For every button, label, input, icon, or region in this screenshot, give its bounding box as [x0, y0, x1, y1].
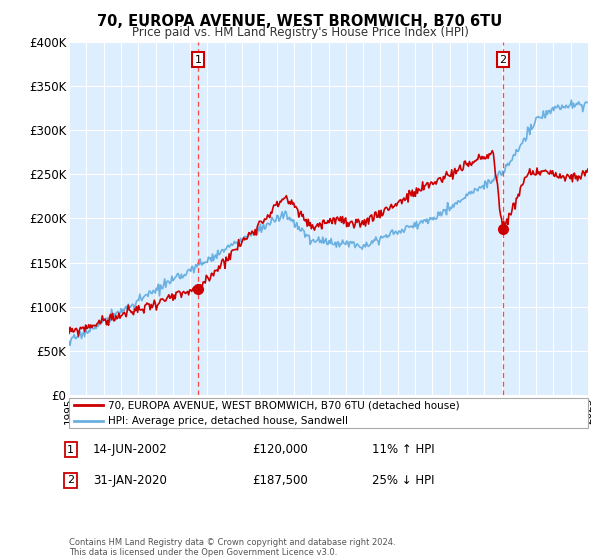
Text: £187,500: £187,500	[252, 474, 308, 487]
Text: 1: 1	[67, 445, 74, 455]
Text: HPI: Average price, detached house, Sandwell: HPI: Average price, detached house, Sand…	[108, 416, 348, 426]
Text: 70, EUROPA AVENUE, WEST BROMWICH, B70 6TU: 70, EUROPA AVENUE, WEST BROMWICH, B70 6T…	[97, 14, 503, 29]
Text: 1: 1	[194, 55, 202, 64]
Text: 14-JUN-2002: 14-JUN-2002	[93, 443, 168, 456]
Text: Contains HM Land Registry data © Crown copyright and database right 2024.
This d: Contains HM Land Registry data © Crown c…	[69, 538, 395, 557]
FancyBboxPatch shape	[69, 398, 588, 428]
Text: 31-JAN-2020: 31-JAN-2020	[93, 474, 167, 487]
Text: Price paid vs. HM Land Registry's House Price Index (HPI): Price paid vs. HM Land Registry's House …	[131, 26, 469, 39]
Text: 70, EUROPA AVENUE, WEST BROMWICH, B70 6TU (detached house): 70, EUROPA AVENUE, WEST BROMWICH, B70 6T…	[108, 400, 460, 410]
Text: 11% ↑ HPI: 11% ↑ HPI	[372, 443, 434, 456]
Text: 25% ↓ HPI: 25% ↓ HPI	[372, 474, 434, 487]
Text: 2: 2	[499, 55, 506, 64]
Text: £120,000: £120,000	[252, 443, 308, 456]
Text: 2: 2	[67, 475, 74, 486]
